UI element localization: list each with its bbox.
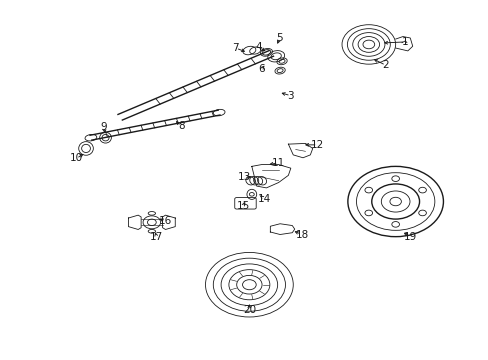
Text: 12: 12 <box>310 140 324 150</box>
Text: 9: 9 <box>101 122 107 132</box>
Text: 18: 18 <box>295 230 308 239</box>
Text: 17: 17 <box>150 232 163 242</box>
Text: 5: 5 <box>276 33 283 43</box>
Text: 1: 1 <box>401 37 408 47</box>
Text: 15: 15 <box>236 201 249 211</box>
Text: 3: 3 <box>287 91 294 101</box>
Text: 11: 11 <box>271 158 285 168</box>
Text: 16: 16 <box>159 216 172 226</box>
Text: 20: 20 <box>243 305 255 315</box>
Text: 14: 14 <box>257 194 270 204</box>
Text: 6: 6 <box>258 64 264 74</box>
Text: 2: 2 <box>382 60 388 70</box>
Text: 8: 8 <box>178 121 184 131</box>
Text: 4: 4 <box>255 42 262 52</box>
Text: 13: 13 <box>237 172 251 182</box>
Text: 10: 10 <box>70 153 82 163</box>
Text: 19: 19 <box>403 232 416 242</box>
Text: 7: 7 <box>232 43 239 53</box>
